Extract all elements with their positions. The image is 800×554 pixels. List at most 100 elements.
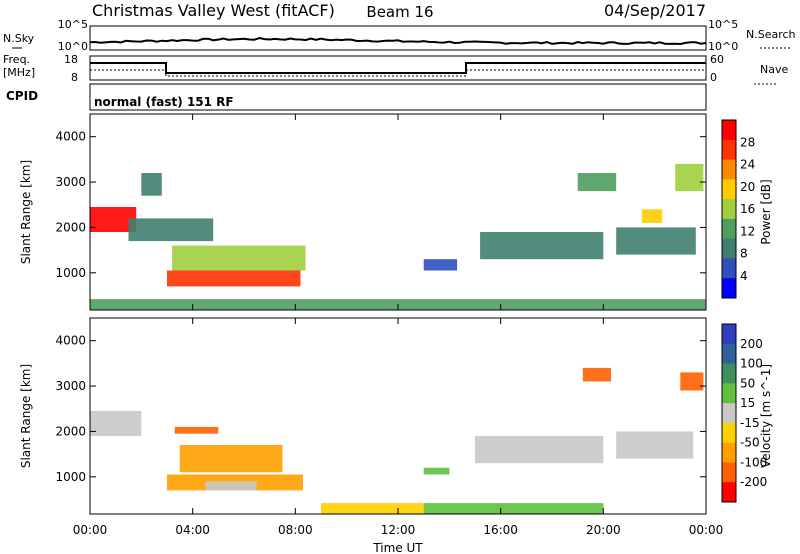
- colorbar-swatch-6: [722, 442, 736, 463]
- colorbar-tick-2: 12: [740, 224, 755, 238]
- noise-sky-label: N.Sky: [3, 32, 35, 45]
- data-region-velocity-4: [205, 481, 257, 491]
- data-region-power-7: [616, 227, 696, 255]
- noise-right-tick-top: 10^5: [708, 18, 738, 31]
- x-tick-label-3: 12:00: [381, 523, 416, 537]
- data-region-power-10: [641, 209, 663, 223]
- data-region-power-6: [480, 232, 604, 260]
- noise-left-tick-top: 10^5: [58, 18, 88, 31]
- cpid-mode: normal (fast) 151 RF: [94, 95, 234, 109]
- nave-right-tick-top: 60: [710, 53, 724, 66]
- y-tick-label-0: 1000: [55, 266, 86, 280]
- noise-left-tick-bottom: 10^0: [58, 40, 88, 53]
- colorbar-tick-3: 15: [740, 396, 755, 410]
- colorbar-tick-4: 20: [740, 180, 755, 194]
- colorbar-title: Velocity [m s^-1]: [759, 364, 773, 468]
- nave-right-tick-bottom: 0: [710, 71, 717, 84]
- data-region-power-1: [128, 218, 214, 242]
- colorbar-swatch-5: [722, 218, 736, 240]
- power-panel: 1000 2000 3000 4000 Slant Range [km] 4 8 12 16 20…: [19, 113, 773, 311]
- data-region-velocity-9: [680, 372, 704, 391]
- data-region-velocity-10: [321, 503, 424, 514]
- data-region-velocity-7: [616, 431, 694, 459]
- data-region-velocity-2: [179, 445, 283, 473]
- colorbar-frame: [721, 323, 737, 503]
- colorbar-swatch-8: [722, 482, 736, 503]
- colorbar-title: Power [dB]: [759, 179, 773, 244]
- frequency-panel-frame: [89, 55, 707, 81]
- colorbar-swatch-3: [722, 179, 736, 200]
- colorbar-swatch-7: [722, 462, 736, 483]
- colorbar-swatch-1: [722, 343, 736, 365]
- beam-label: Beam 16: [366, 3, 433, 21]
- station-title: Christmas Valley West (fitACF): [92, 1, 335, 20]
- date-label: 04/Sep/2017: [604, 1, 706, 20]
- y-tick-label-0: 1000: [55, 470, 86, 484]
- colorbar-tick-1: 8: [740, 247, 748, 261]
- y-tick-label-2: 3000: [55, 379, 86, 393]
- data-region-power-3: [167, 270, 301, 287]
- data-region-velocity-3: [174, 426, 219, 434]
- data-region-velocity-5: [423, 467, 450, 475]
- data-region-velocity-0: [90, 411, 142, 436]
- y-tick-label-1: 2000: [55, 220, 86, 234]
- freq-label-line1: Freq.: [3, 53, 30, 66]
- y-tick-label-3: 4000: [55, 334, 86, 348]
- colorbar-swatch-2: [722, 363, 736, 384]
- y-tick-label-1: 2000: [55, 424, 86, 438]
- colorbar-swatch-0: [722, 120, 736, 141]
- y-tick-label-3: 4000: [55, 130, 86, 144]
- colorbar-tick-5: -50: [740, 436, 760, 450]
- cpid-panel-frame: [89, 83, 707, 111]
- colorbar-swatch-6: [722, 238, 736, 259]
- colorbar-tick-0: 200: [740, 337, 763, 351]
- colorbar-tick-5: 24: [740, 158, 755, 172]
- colorbar-tick-2: 50: [740, 376, 755, 390]
- noise-panel: N.Sky 10^5 10^0 10^5 10^0 N.Search: [3, 18, 796, 53]
- nave-label: Nave: [760, 63, 788, 76]
- x-tick-label-0: 00:00: [73, 523, 108, 537]
- colorbar-swatch-1: [722, 139, 736, 161]
- nave-trace: [90, 69, 706, 77]
- colorbar-tick-3: 16: [740, 202, 755, 216]
- colorbar-swatch-2: [722, 159, 736, 180]
- y-tick-label-2: 3000: [55, 175, 86, 189]
- velocity-panel: 1000 2000 3000 4000 00:00 04:00 08:00 12:00 16:0…: [19, 317, 773, 537]
- colorbar-swatch-4: [722, 403, 736, 424]
- freq-left-tick-bottom: 8: [71, 71, 78, 84]
- x-tick-label-1: 04:00: [175, 523, 210, 537]
- frequency-panel: Freq. [MHz] 18 8 60 0 Nave: [3, 53, 788, 85]
- x-tick-label-4: 16:00: [483, 523, 518, 537]
- data-region-power-5: [423, 259, 458, 271]
- data-region-velocity-6: [475, 436, 604, 464]
- x-tick-label-6: 00:00: [689, 523, 724, 537]
- freq-label-line2: [MHz]: [3, 66, 35, 79]
- colorbar-tick-0: 4: [740, 269, 748, 283]
- x-tick-label-2: 08:00: [278, 523, 313, 537]
- colorbar-tick-7: -200: [740, 475, 767, 489]
- noise-panel-frame: [89, 25, 707, 51]
- colorbar-swatch-4: [722, 199, 736, 220]
- noise-sky-trace: [89, 36, 707, 46]
- colorbar-tick-1: 100: [740, 357, 763, 371]
- y-axis-title: Slant Range [km]: [19, 364, 33, 468]
- noise-search-label: N.Search: [746, 28, 796, 41]
- frequency-trace: [90, 62, 706, 74]
- cpid-label: CPID: [6, 89, 38, 103]
- colorbar-swatch-5: [722, 422, 736, 444]
- colorbar-tick-6: 28: [740, 135, 755, 149]
- colorbar-frame: [721, 119, 737, 299]
- data-region-power-8: [577, 173, 617, 192]
- data-region-power-2: [172, 245, 306, 271]
- x-axis-title: Time UT: [372, 541, 423, 554]
- data-region-velocity-8: [582, 367, 611, 382]
- colorbar-swatch-3: [722, 383, 736, 404]
- data-region-velocity-11: [423, 503, 604, 514]
- y-axis-title: Slant Range [km]: [19, 160, 33, 264]
- x-tick-label-5: 20:00: [586, 523, 621, 537]
- freq-left-tick-top: 18: [64, 53, 78, 66]
- data-region-power-4: [141, 173, 162, 196]
- colorbar-swatch-7: [722, 258, 736, 279]
